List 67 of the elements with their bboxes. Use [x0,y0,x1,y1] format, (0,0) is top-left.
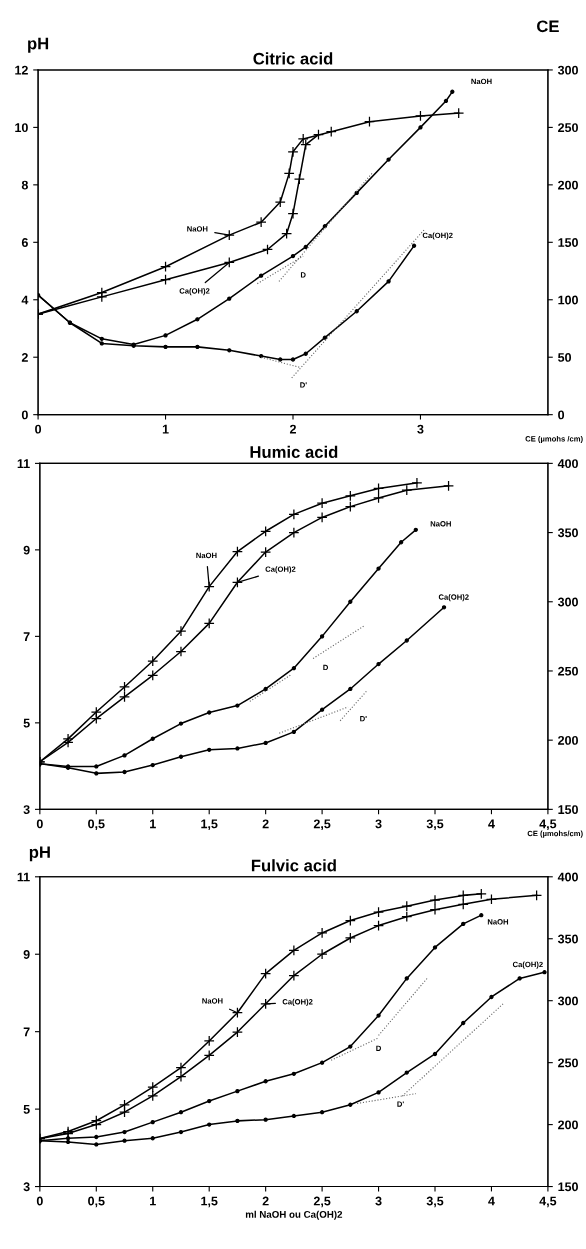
x-tick-label: 4 [488,819,495,829]
y2-tick-label: 300 [557,597,578,607]
y2-tick-label: 0 [558,410,565,420]
y-tick-label: 5 [23,1105,30,1114]
x-tick-label: 0 [35,424,42,434]
x-tick-label: 1,5 [201,819,218,831]
y-tick-label: 8 [21,180,28,190]
y-tick-label: 10 [15,123,28,133]
y2-tick-label: 350 [557,934,578,944]
x-tick-label: 2,5 [313,819,331,831]
y2-tick-label: 350 [557,528,578,538]
y-tick-label: 9 [23,545,30,555]
y-tick-label: 3 [23,805,30,815]
chart-title: Humic acid [250,445,338,458]
x-tick-label: 2 [262,819,269,829]
y2-tick-label: 400 [557,459,578,469]
x-tick-label: 3 [375,1196,382,1206]
y-tick-label: 9 [23,950,30,959]
y2-tick-label: 400 [557,872,578,882]
x-tick-label: 0 [36,819,43,829]
x-tick-label: 3 [417,424,424,434]
y2-tick-label: 300 [557,65,578,75]
y-tick-label: 2 [21,353,28,362]
y2-tick-label: 200 [558,735,578,745]
y2-tick-label: 250 [558,123,578,133]
y-axis-title: pH [28,37,49,53]
x-tick-label: 3,5 [426,819,444,831]
y2-tick-label: 200 [558,1120,578,1130]
y2-tick-label: 250 [558,666,578,676]
y2-tick-label: 150 [558,1182,578,1192]
y-tick-label: 3 [23,1182,30,1192]
y2-tick-label: 200 [558,180,578,190]
x-tick-label: 2 [262,1196,269,1206]
x-tick-label: 0,5 [88,1196,105,1208]
x-tick-label: 1 [150,1196,156,1206]
y-axis-title: pH [29,846,50,862]
chart-title: Citric acid [253,52,333,65]
x-tick-label: 0,5 [88,819,105,831]
x-tick-label: 3,5 [426,1196,444,1208]
y-tick-label: 7 [23,1027,30,1037]
x-tick-label: 2,5 [313,1196,331,1208]
y2-tick-label: 250 [558,1058,578,1068]
y-tick-label: 4 [21,295,29,305]
y2-tick-label: 150 [558,805,578,814]
y2-tick-label: 300 [557,996,578,1006]
y2-axis-title: CE [537,20,559,33]
y2-tick-label: 50 [558,353,572,362]
y-tick-label: 11 [17,459,30,468]
x-tick-label: 4,5 [539,819,557,831]
y-tick-label: 7 [23,632,30,641]
x-tick-label: 3 [375,819,382,829]
y-tick-label: 12 [15,65,28,75]
x-axis-title: ml NaOH ou Ca(OH)2 [245,1210,343,1220]
x-tick-label: 4 [488,1196,495,1206]
x-tick-label: 1,5 [201,1196,218,1208]
y2-tick-label: 100 [558,295,578,305]
y2-tick-label: 150 [558,238,578,247]
chart-title: Fulvic acid [251,859,336,872]
x-tick-label: 2 [289,424,296,434]
x-tick-label: 1 [150,819,156,829]
y-tick-label: 5 [23,718,30,728]
x-tick-label: 1 [162,424,169,434]
y-tick-label: 11 [17,872,30,882]
x-tick-label: 4,5 [539,1196,557,1208]
y-tick-label: 0 [21,410,28,420]
x-tick-label: 0 [36,1196,43,1206]
y-tick-label: 6 [21,238,28,247]
